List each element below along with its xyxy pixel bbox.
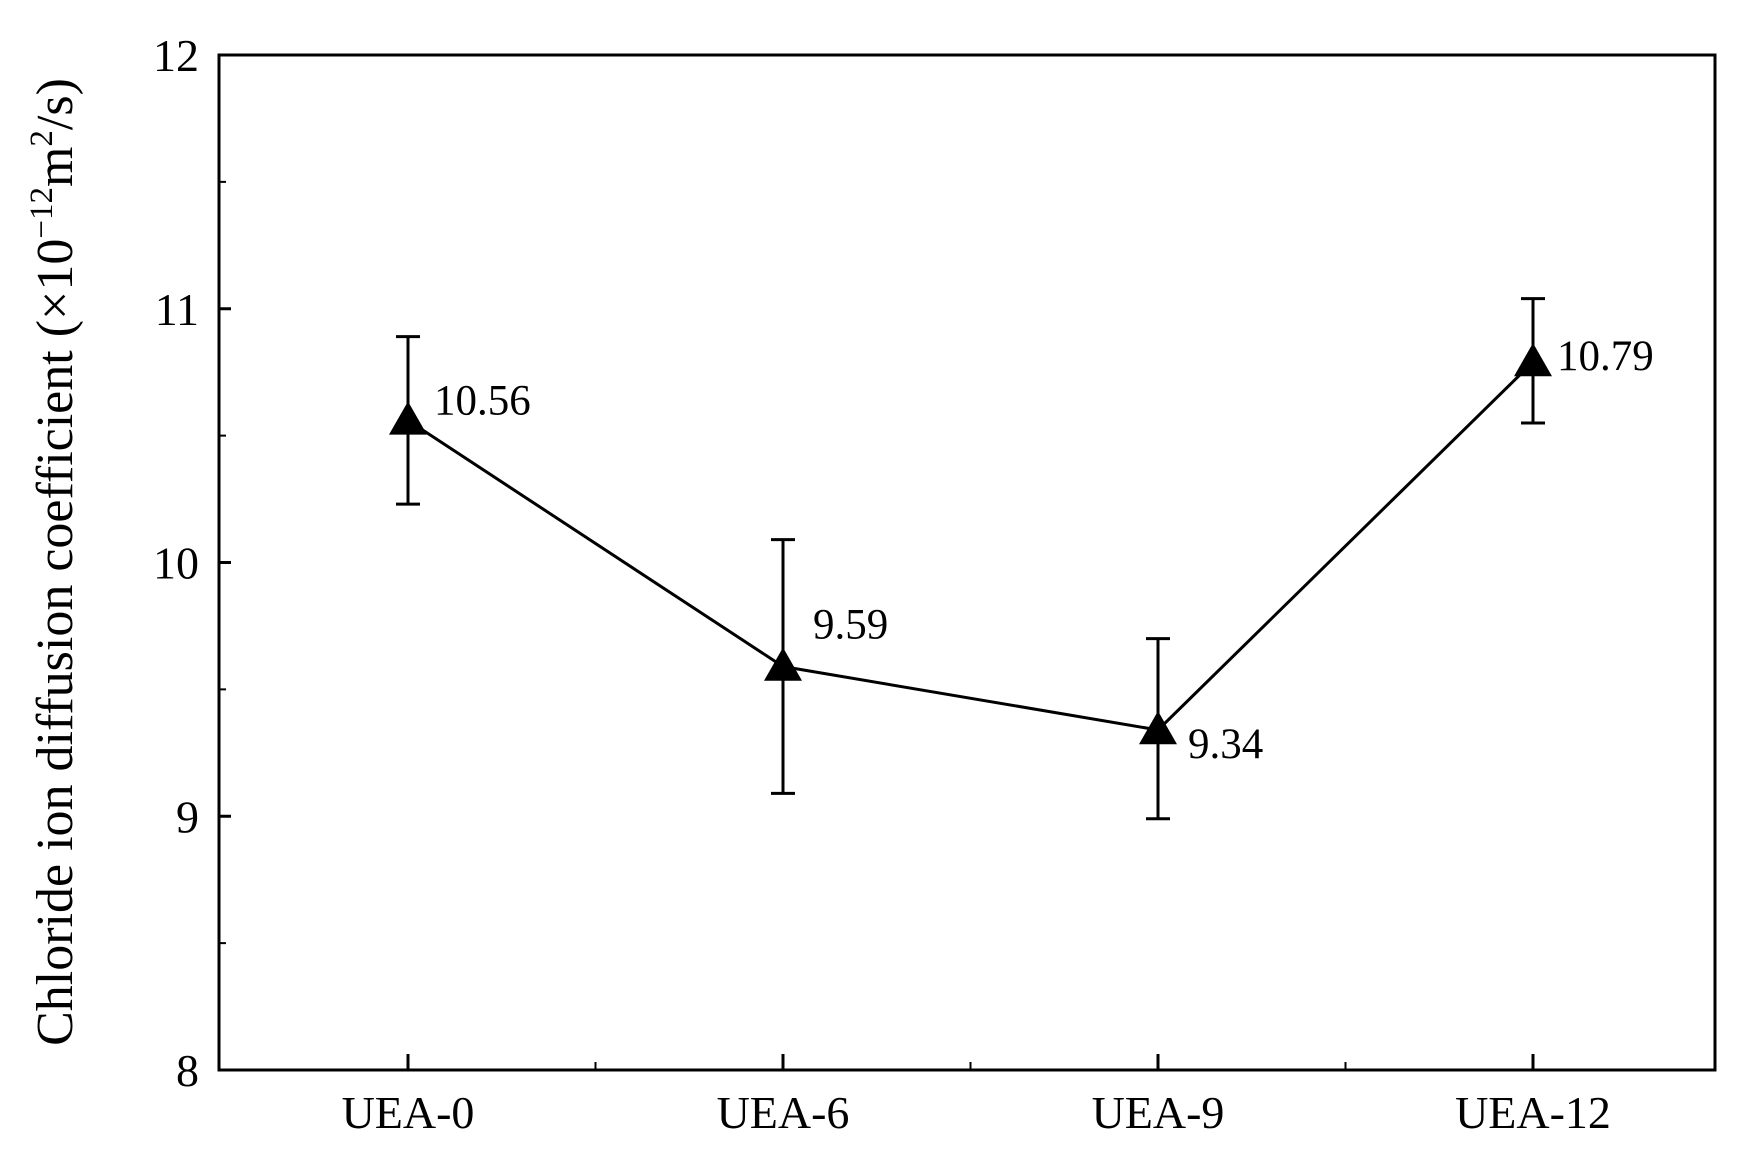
plot-frame	[217, 53, 1717, 1072]
data-point-marker	[389, 401, 427, 435]
data-point-marker	[764, 647, 802, 681]
data-point-marker	[1514, 343, 1552, 377]
y-tick-label: 8	[176, 1045, 199, 1096]
y-tick-label: 10	[153, 538, 199, 589]
x-tick-label: UEA-6	[717, 1087, 850, 1138]
data-label: 9.34	[1188, 721, 1263, 768]
data-label: 10.56	[434, 377, 531, 424]
x-tick-label: UEA-0	[342, 1087, 475, 1138]
x-tick-label: UEA-12	[1455, 1087, 1611, 1138]
x-axis: UEA-0 UEA-6 UEA-9 UEA-12	[342, 1054, 1611, 1138]
data-label: 10.79	[1557, 333, 1654, 380]
y-tick-label: 9	[176, 791, 199, 842]
y-tick-label: 11	[155, 284, 199, 335]
y-axis-title: Chloride ion diffusion coefficient (×10−…	[24, 78, 84, 1046]
series-line: 10.56 9.59 9.34 10.79	[389, 297, 1654, 821]
data-label: 9.59	[813, 602, 888, 649]
y-tick-label: 12	[153, 30, 199, 81]
series-polyline	[407, 360, 1535, 732]
y-axis: 8 9 10 11 12	[153, 30, 231, 1096]
data-point-marker	[1139, 710, 1177, 745]
x-tick-label: UEA-9	[1092, 1087, 1225, 1138]
